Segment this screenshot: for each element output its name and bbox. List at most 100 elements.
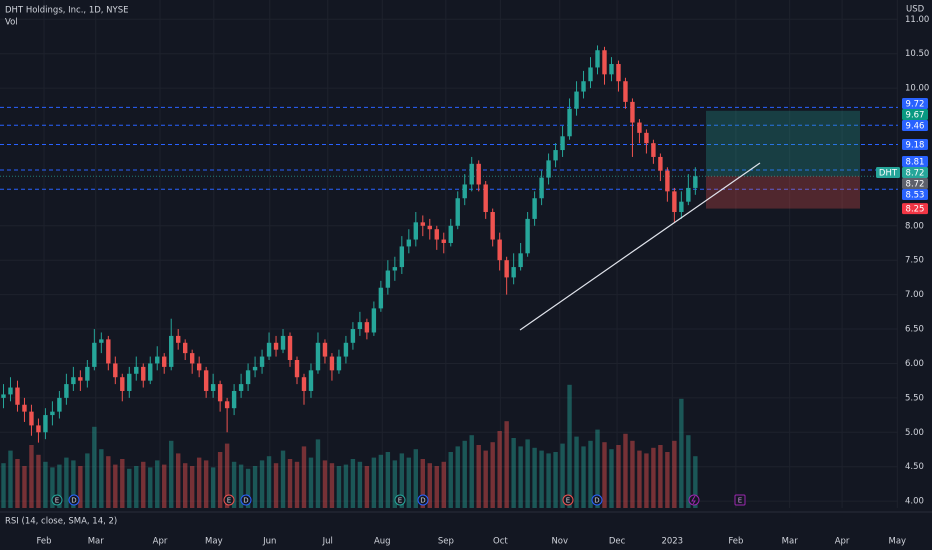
y-tick-label: 6.00	[905, 359, 924, 369]
candle-body	[210, 384, 216, 391]
volume-bar	[127, 468, 132, 508]
volume-bar	[665, 452, 670, 508]
currency-label: USD	[906, 5, 925, 15]
volume-bar	[595, 429, 600, 508]
volume-bar	[217, 452, 223, 508]
candle-body	[616, 64, 621, 82]
y-tick-label: 10.50	[905, 49, 929, 59]
candle-body	[448, 225, 453, 243]
volume-bar	[364, 466, 370, 508]
symbol-tag: DHT	[879, 168, 898, 178]
candle-body	[329, 356, 335, 371]
candle-body	[203, 370, 209, 391]
candle-body	[462, 184, 467, 199]
volume-bar	[259, 460, 265, 508]
candle-body	[371, 308, 377, 333]
volume-bar	[162, 464, 167, 508]
candle-body	[574, 91, 579, 109]
earnings-icon[interactable]	[394, 494, 406, 506]
volume-bar	[420, 459, 425, 508]
candle-body	[162, 356, 167, 367]
candle-body	[315, 342, 321, 371]
candle-layer	[1, 45, 698, 443]
earnings-icon[interactable]	[51, 494, 63, 506]
candle-body	[497, 239, 502, 261]
split-icon[interactable]	[688, 494, 700, 506]
volume-bar	[609, 449, 614, 508]
volume-bar	[581, 446, 586, 508]
volume-label: Vol	[5, 18, 18, 28]
volume-bar	[630, 440, 635, 508]
y-tick-label: 7.00	[905, 290, 924, 300]
candle-body	[504, 260, 509, 278]
candle-body	[546, 160, 551, 178]
candle-body	[560, 136, 565, 151]
candle-body	[609, 64, 614, 75]
candle-body	[567, 108, 572, 137]
volume-bar	[462, 440, 467, 508]
event-label: E	[55, 497, 59, 505]
volume-bar	[476, 445, 481, 508]
volume-bar	[99, 449, 104, 508]
future-earnings-icon[interactable]	[734, 494, 746, 506]
price-label: 8.53	[906, 190, 925, 200]
volume-bar	[392, 460, 398, 508]
trend-line[interactable]	[519, 162, 761, 331]
candle-body	[238, 384, 244, 391]
candle-body	[532, 198, 537, 219]
x-tick-label: May	[205, 537, 223, 547]
dividend-icon[interactable]	[417, 494, 429, 506]
earnings-icon[interactable]	[562, 494, 574, 506]
volume-bar	[350, 459, 356, 508]
candle-body	[50, 411, 55, 416]
position-box[interactable]	[706, 110, 860, 209]
price-label-box	[902, 139, 928, 151]
event-label: D	[420, 497, 425, 505]
volume-bar	[155, 460, 160, 508]
candle-body	[490, 212, 495, 240]
volume-bar	[679, 398, 684, 508]
candle-body	[308, 370, 314, 391]
volume-bar	[210, 467, 216, 508]
volume-bar	[651, 447, 656, 508]
candle-body	[189, 353, 195, 364]
volume-bar	[294, 461, 300, 508]
volume-bar	[343, 464, 349, 508]
volume-bar	[553, 452, 558, 508]
candle-body	[43, 415, 48, 433]
candle-body	[392, 267, 398, 271]
candle-body	[455, 198, 460, 226]
x-tick-label: Apr	[153, 537, 168, 547]
volume-bar	[29, 445, 34, 508]
y-tick-label: 7.50	[905, 256, 924, 266]
volume-bar	[504, 421, 509, 508]
volume-bar	[686, 435, 691, 508]
candle-body	[623, 81, 628, 102]
candle-body	[336, 356, 342, 371]
volume-bar	[546, 453, 551, 508]
candle-body	[511, 267, 516, 278]
volume-bar	[113, 464, 118, 508]
y-tick-label: 11.00	[905, 15, 929, 25]
candle-body	[196, 363, 202, 371]
volume-bar	[574, 436, 579, 508]
price-label-box	[902, 166, 928, 178]
volume-bar	[385, 452, 391, 508]
dividend-icon[interactable]	[68, 494, 80, 506]
volume-bar	[120, 459, 125, 508]
volume-bar	[406, 457, 412, 508]
dividend-icon[interactable]	[240, 494, 252, 506]
earnings-icon[interactable]	[223, 494, 235, 506]
dividend-icon[interactable]	[591, 494, 603, 506]
candle-body	[1, 394, 6, 398]
x-tick-label: Jul	[322, 537, 333, 547]
volume-bar	[672, 440, 677, 508]
volume-bar	[329, 463, 335, 508]
volume-bar	[189, 466, 195, 508]
candle-body	[148, 363, 153, 381]
volume-bar	[616, 445, 621, 508]
candle-body	[595, 50, 600, 68]
candle-body	[686, 187, 691, 202]
volume-bar	[22, 466, 27, 508]
candle-body	[420, 222, 425, 226]
